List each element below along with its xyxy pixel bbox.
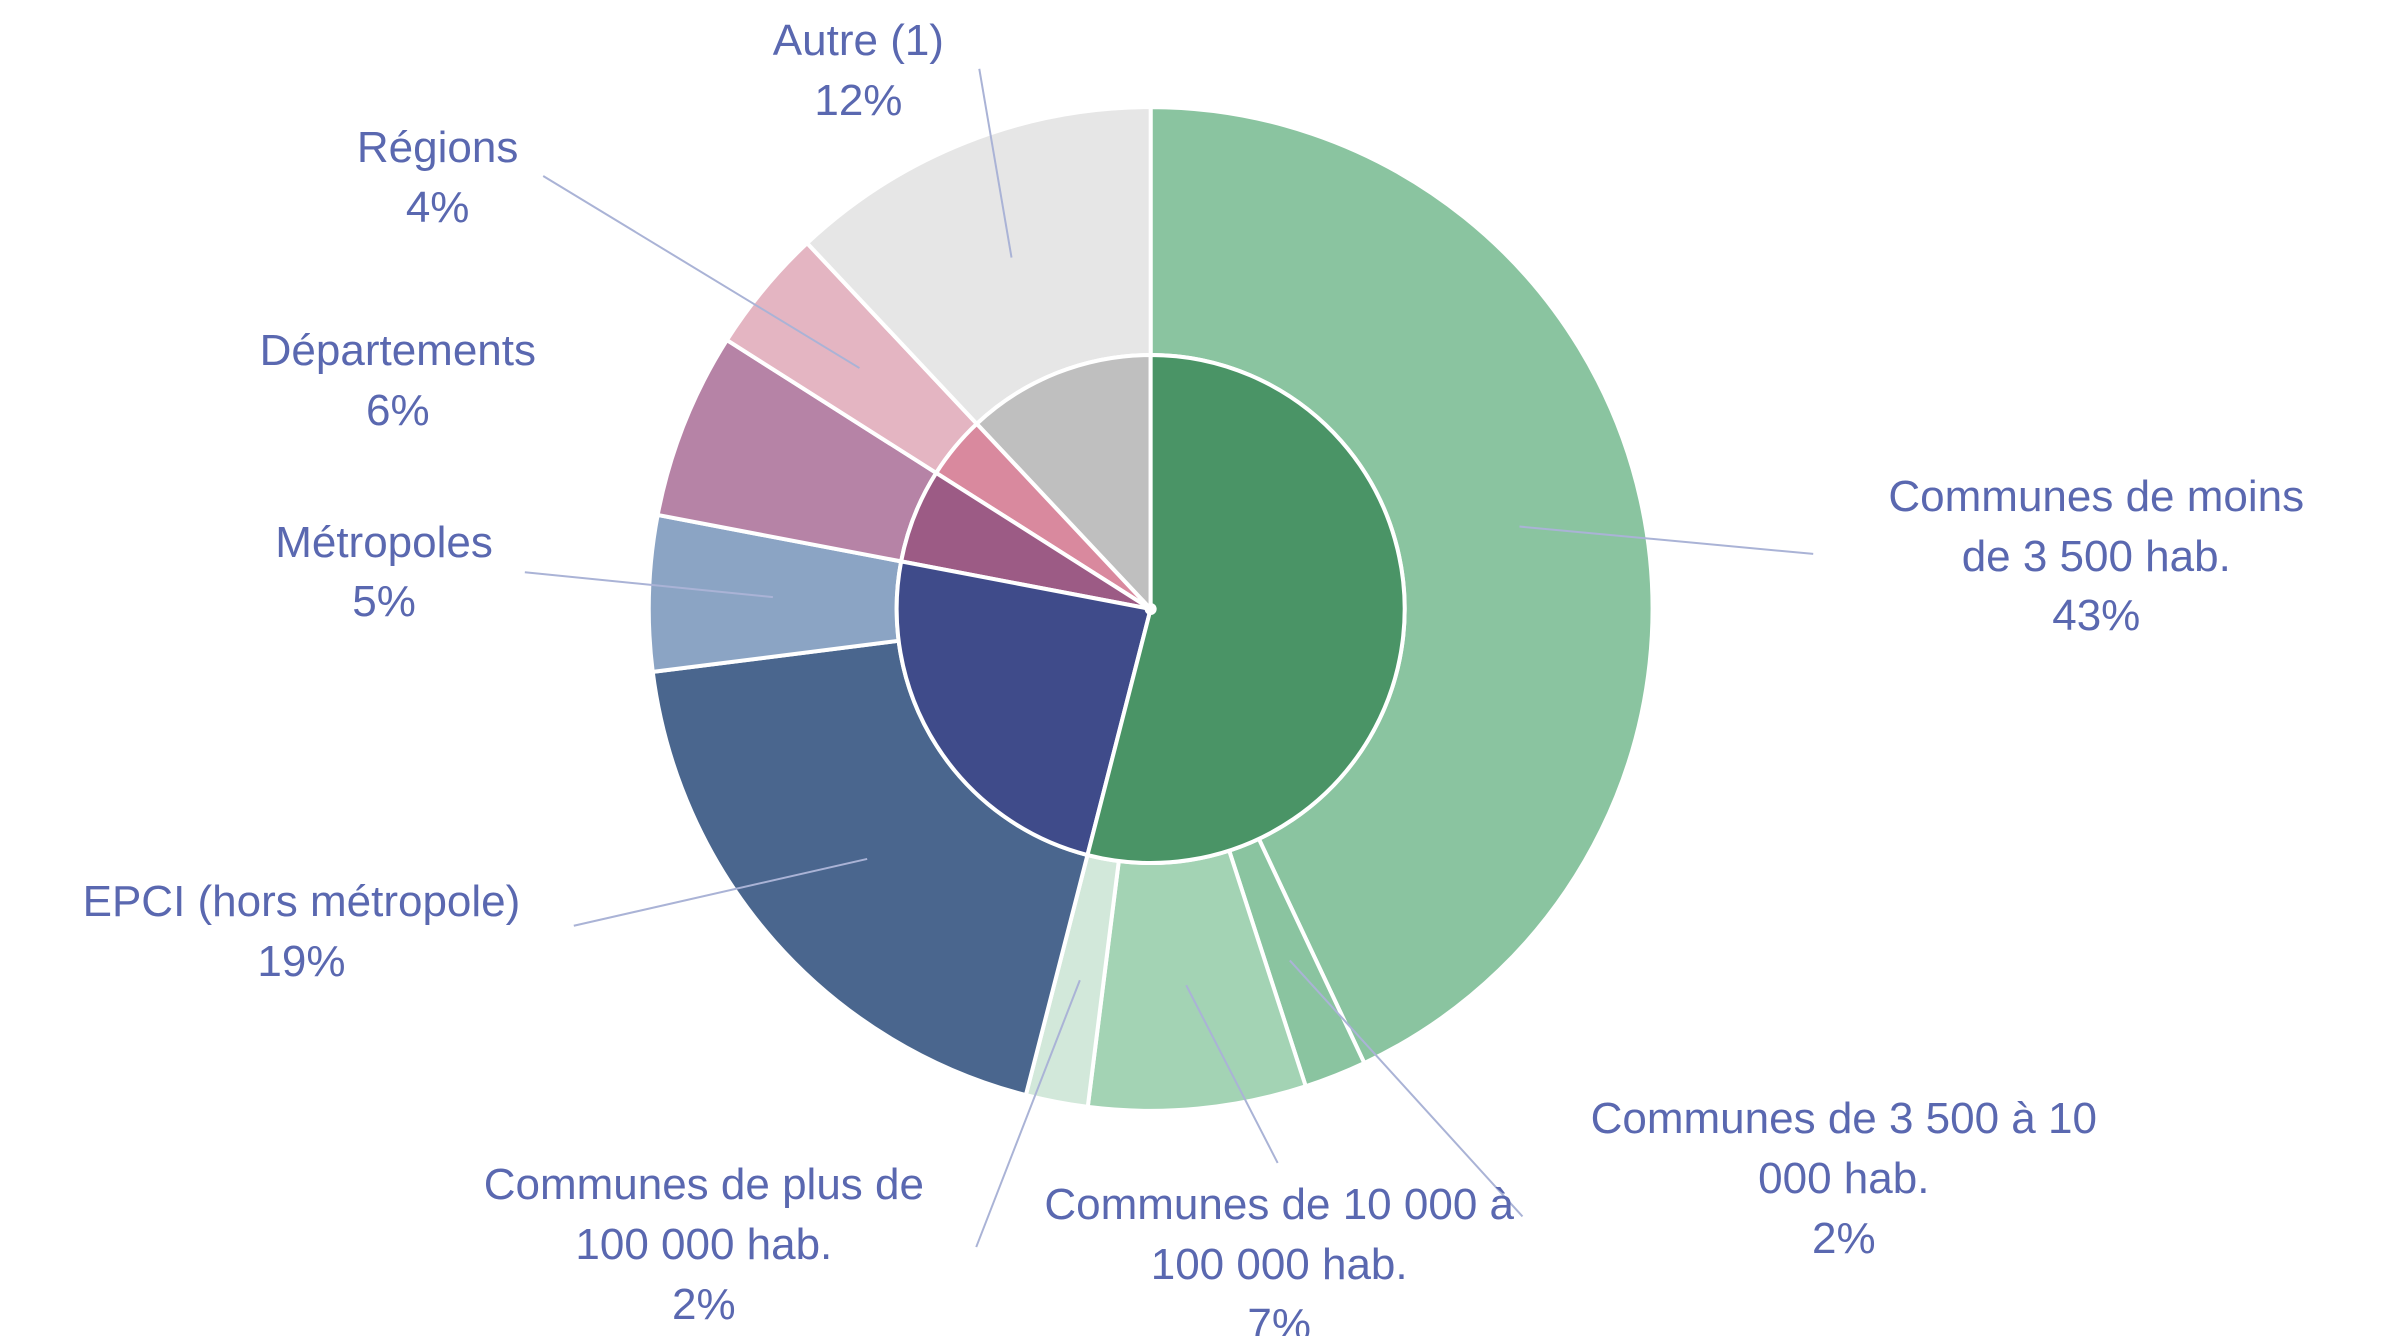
slice-name: Autre (1)	[772, 15, 944, 65]
slice-label: Autre (1) 12%	[629, 11, 1088, 131]
leader-line	[573, 857, 868, 927]
slice-value: 4%	[405, 182, 470, 232]
slice-value: 43%	[2052, 591, 2141, 641]
leader-line	[1185, 984, 1279, 1164]
slice-value: 19%	[257, 937, 346, 986]
slice-value: 2%	[672, 1279, 736, 1329]
slice-name: Métropoles	[275, 517, 493, 567]
slice-value: 2%	[1812, 1214, 1876, 1264]
leader-line	[975, 979, 1081, 1248]
slice-name: Communes de 3 500 à 10 000 hab.	[1590, 1094, 2097, 1204]
slice-name: Communes de 10 000 à 100 000 hab.	[1044, 1180, 1514, 1289]
slice-name: Départements	[259, 326, 536, 376]
slice-value: 5%	[352, 577, 416, 627]
slice-name: Communes de plus de 100 000 hab.	[483, 1160, 924, 1270]
center-dot	[1144, 602, 1157, 615]
slice-name: Régions	[356, 122, 519, 172]
leader-line	[1519, 525, 1814, 555]
leader-line	[978, 68, 1013, 258]
slice-label: Communes de 3 500 à 10 000 hab. 2%	[1553, 1089, 2134, 1268]
leader-line	[542, 175, 860, 369]
leader-line	[524, 571, 774, 599]
slice-label: Communes de plus de 100 000 hab. 2%	[451, 1155, 956, 1334]
inner-slice	[1085, 352, 1407, 865]
slice-value: 7%	[1247, 1299, 1311, 1336]
slice-value: 12%	[814, 75, 903, 125]
slice-label: Communes de 10 000 à 100 000 hab. 7%	[1015, 1175, 1543, 1336]
inner-slice	[894, 559, 1154, 858]
slice-label: Départements 6%	[168, 321, 627, 441]
slice-name: Communes de moins de 3 500 hab.	[1888, 471, 2305, 581]
slice-name: EPCI (hors métropole)	[82, 877, 521, 927]
slice-label: Communes de moins de 3 500 hab. 43%	[1867, 467, 2326, 646]
slice-value: 6%	[366, 386, 430, 436]
slice-label: Régions 4%	[208, 118, 667, 238]
leader-line	[1289, 959, 1524, 1218]
slice-label: EPCI (hors métropole) 19%	[0, 872, 607, 992]
slice-label: Métropoles 5%	[155, 513, 614, 633]
inner-slice	[973, 352, 1153, 615]
